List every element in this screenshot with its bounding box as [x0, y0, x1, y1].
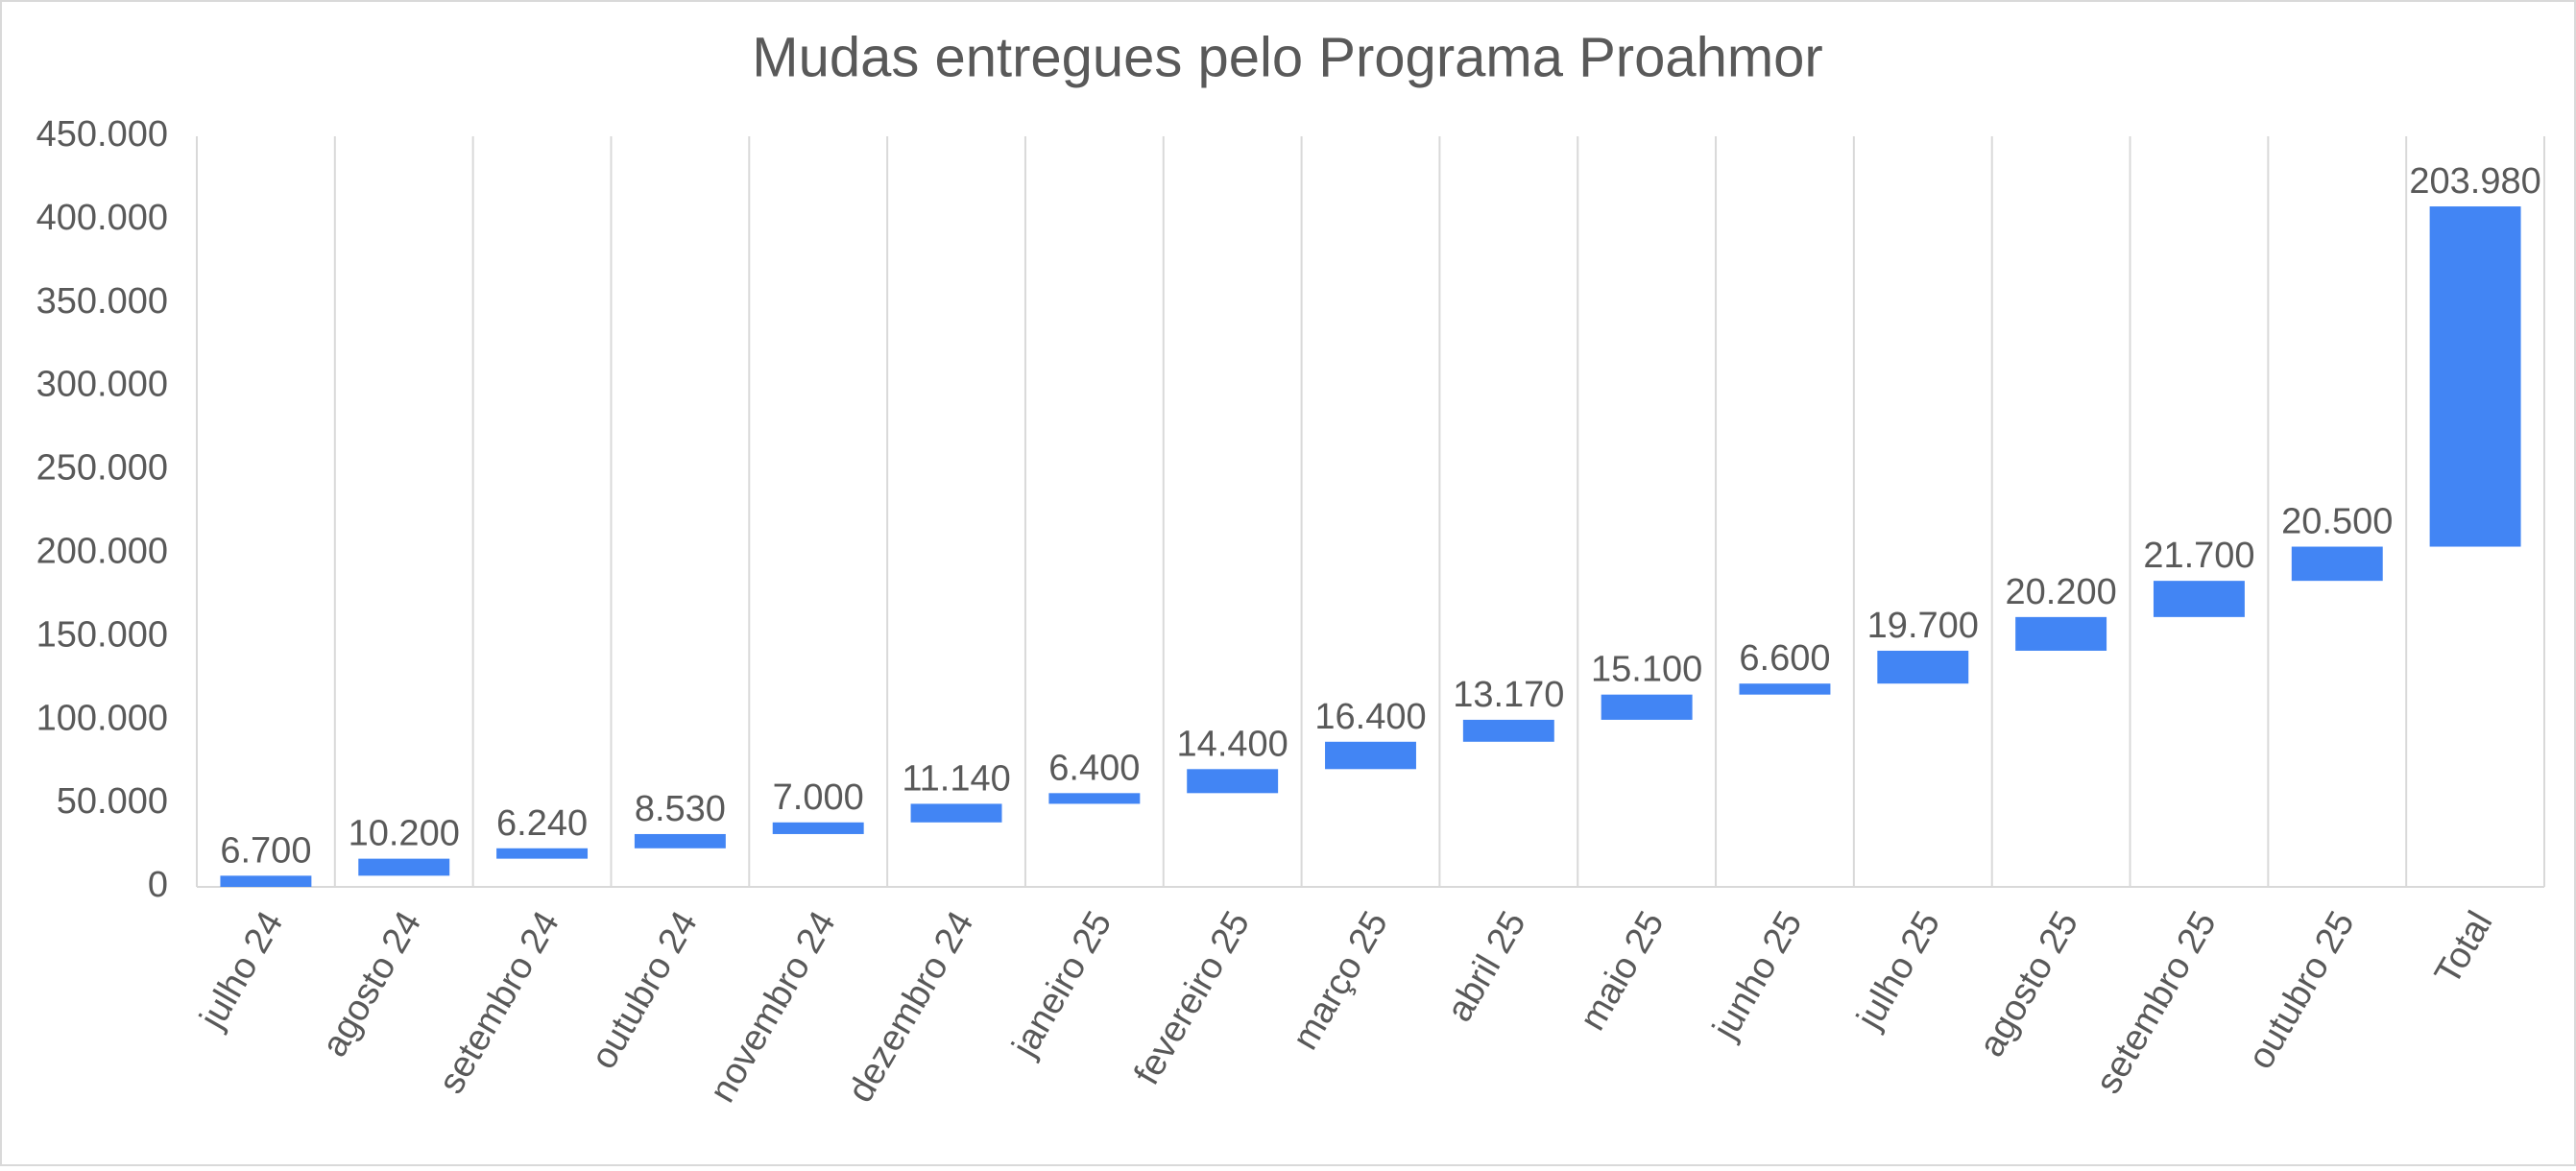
- data-label: 16.400: [1314, 697, 1426, 737]
- y-tick-label: 50.000: [57, 781, 168, 822]
- data-label: 19.700: [1867, 606, 1979, 646]
- bar: [1739, 683, 1831, 695]
- data-label: 13.170: [1453, 675, 1564, 715]
- data-label: 6.700: [220, 830, 311, 871]
- bar: [496, 848, 589, 859]
- bar: [2429, 206, 2521, 547]
- y-tick-label: 300.000: [36, 365, 168, 405]
- y-tick-label: 350.000: [36, 281, 168, 322]
- y-tick-label: 250.000: [36, 448, 168, 489]
- chart-title: Mudas entregues pelo Programa Proahmor: [752, 26, 1822, 88]
- data-label: 21.700: [2143, 536, 2254, 576]
- y-tick-label: 200.000: [36, 531, 168, 571]
- y-tick-label: 450.000: [36, 114, 168, 155]
- data-label: 6.240: [496, 803, 588, 844]
- data-label: 8.530: [635, 789, 726, 829]
- y-tick-label: 100.000: [36, 698, 168, 738]
- bar: [772, 822, 864, 834]
- data-label: 20.200: [2006, 572, 2117, 612]
- y-tick-label: 150.000: [36, 614, 168, 655]
- bar: [634, 833, 726, 848]
- bar: [220, 875, 312, 887]
- bar: [2291, 546, 2383, 582]
- bar: [910, 803, 1002, 823]
- data-label: 14.400: [1177, 724, 1288, 764]
- data-label: 6.400: [1048, 748, 1140, 788]
- data-label: 20.500: [2281, 502, 2393, 542]
- data-label: 11.140: [902, 758, 1010, 799]
- bar: [2153, 581, 2245, 617]
- data-label: 10.200: [349, 814, 460, 854]
- bar: [1601, 694, 1693, 720]
- y-tick-label: 400.000: [36, 198, 168, 238]
- bar: [1187, 769, 1279, 794]
- data-label: 6.600: [1739, 638, 1830, 679]
- bar: [1877, 650, 1969, 684]
- bar: [358, 858, 450, 876]
- bar: [1048, 793, 1141, 804]
- y-tick-label: 0: [148, 865, 168, 905]
- bar: [2015, 616, 2107, 651]
- bar: [1462, 719, 1554, 742]
- data-label: 203.980: [2409, 161, 2540, 202]
- bar: [1325, 741, 1416, 770]
- data-label: 15.100: [1591, 650, 1702, 690]
- data-label: 7.000: [773, 777, 864, 818]
